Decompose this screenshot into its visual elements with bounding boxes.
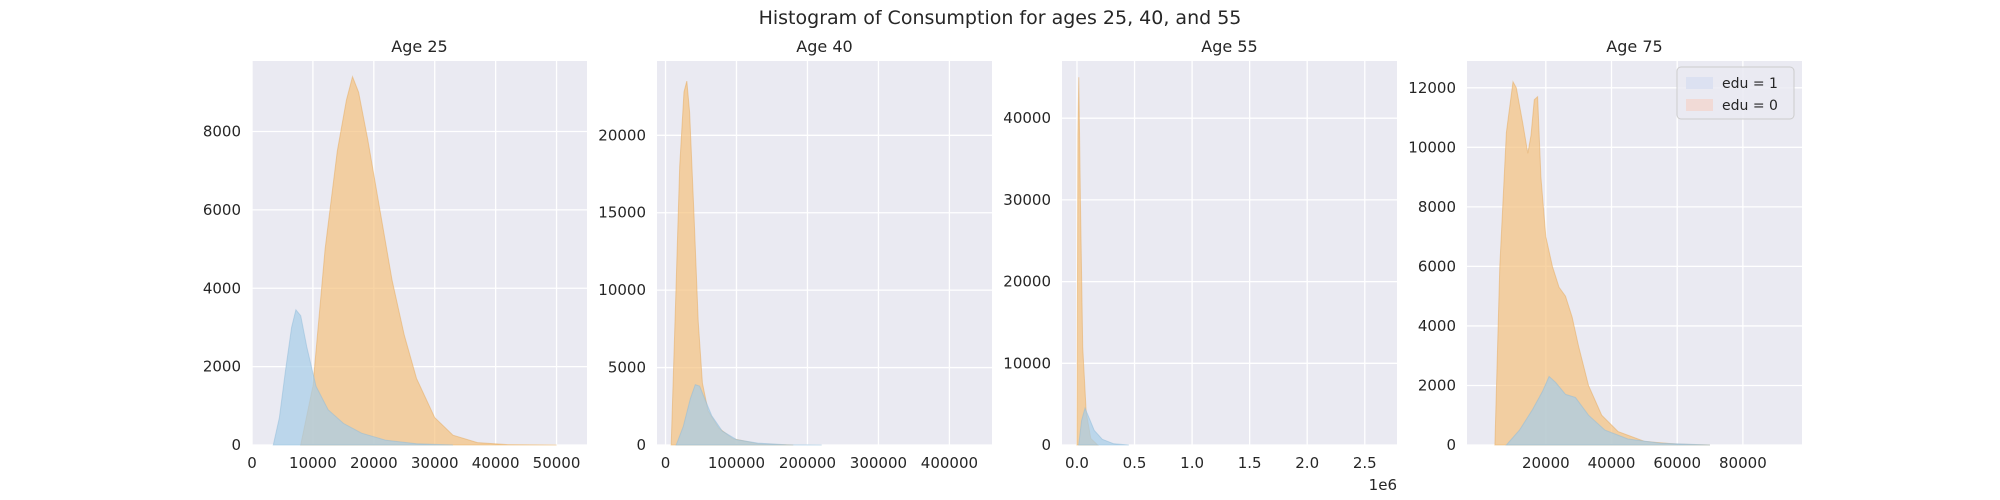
x-tick-label: 1.0 bbox=[1180, 454, 1204, 472]
y-tick-label: 8000 bbox=[1418, 198, 1456, 216]
subplot-4: Age 75 20000 40000 60000 80000 0 2000 4000 6000 8… bbox=[1408, 37, 1802, 472]
subplot-3: Age 55 0.0 0.5 1.0 1.5 2.0 2.5 0 10000 20000 30000… bbox=[1003, 37, 1397, 494]
x-tick-label: 0 bbox=[661, 454, 671, 472]
y-tick-label: 6000 bbox=[203, 201, 241, 219]
x-tick-label: 30000 bbox=[411, 454, 459, 472]
subplot-title: Age 55 bbox=[1201, 37, 1257, 56]
x-tick-label: 40000 bbox=[1588, 454, 1636, 472]
x-tick-label: 20000 bbox=[1522, 454, 1570, 472]
subplot-title: Age 40 bbox=[796, 37, 852, 56]
histogram-edu-1 bbox=[1505, 375, 1711, 446]
y-tick-label: 2000 bbox=[203, 358, 241, 376]
subplot-title: Age 75 bbox=[1606, 37, 1662, 56]
y-tick-label: 40000 bbox=[1003, 109, 1051, 127]
x-tick-label: 50000 bbox=[533, 454, 581, 472]
y-tick-label: 10000 bbox=[598, 281, 646, 299]
histogram-edu-1 bbox=[1078, 406, 1129, 446]
y-tick-label: 2000 bbox=[1418, 376, 1456, 394]
x-tick-label: 10000 bbox=[289, 454, 337, 472]
legend-label: edu = 1 bbox=[1722, 76, 1778, 92]
subplots: Age 250 10000 20000 30000 40000 5000002000400… bbox=[203, 37, 1802, 494]
subplot-title: Age 25 bbox=[391, 37, 447, 56]
y-tick-label: 15000 bbox=[598, 204, 646, 222]
y-tick-label: 20000 bbox=[1003, 273, 1051, 291]
x-tick-label: 2.0 bbox=[1295, 454, 1319, 472]
plot-area bbox=[657, 61, 992, 445]
y-tick-label: 8000 bbox=[203, 123, 241, 141]
y-tick-label: 4000 bbox=[1418, 317, 1456, 335]
y-tick-label: 0 bbox=[231, 436, 241, 454]
plot-area bbox=[1062, 61, 1397, 445]
legend-swatch bbox=[1686, 99, 1713, 111]
x-tick-label: 60000 bbox=[1653, 454, 1701, 472]
y-tick-label: 0 bbox=[636, 436, 646, 454]
figure-title: Histogram of Consumption for ages 25, 40… bbox=[759, 7, 1242, 29]
x-tick-label: 100000 bbox=[708, 454, 765, 472]
y-tick-label: 12000 bbox=[1408, 79, 1456, 97]
subplot-2: Age 40 0 100000 200000 300000 400000 0 5000 1000… bbox=[598, 37, 992, 472]
legend: edu = 1 edu = 0 bbox=[1676, 66, 1795, 120]
x-tick-label: 0 bbox=[247, 454, 257, 472]
y-tick-label: 5000 bbox=[608, 359, 646, 377]
x-tick-label: 20000 bbox=[350, 454, 398, 472]
x-tick-label: 300000 bbox=[850, 454, 907, 472]
histogram-edu-0 bbox=[1494, 80, 1711, 446]
y-tick-label: 30000 bbox=[1003, 191, 1051, 209]
x-tick-label: 400000 bbox=[921, 454, 978, 472]
legend-label: edu = 0 bbox=[1722, 98, 1778, 114]
y-tick-label: 0 bbox=[1041, 436, 1051, 454]
y-tick-label: 20000 bbox=[598, 126, 646, 144]
histogram-edu-0 bbox=[300, 75, 557, 446]
x-tick-label: 80000 bbox=[1719, 454, 1767, 472]
x-tick-label: 1.5 bbox=[1238, 454, 1262, 472]
x-tick-label: 0.0 bbox=[1065, 454, 1089, 472]
x-tick-label: 200000 bbox=[779, 454, 836, 472]
histogram-edu-1 bbox=[675, 383, 822, 446]
x-tick-label: 0.5 bbox=[1123, 454, 1147, 472]
y-tick-label: 6000 bbox=[1418, 257, 1456, 275]
legend-swatch bbox=[1686, 77, 1713, 89]
y-tick-label: 10000 bbox=[1003, 354, 1051, 372]
histogram-edu-1 bbox=[272, 308, 454, 446]
x-tick-label: 40000 bbox=[472, 454, 520, 472]
y-tick-label: 4000 bbox=[203, 279, 241, 297]
x-offset-label: 1e6 bbox=[1369, 476, 1397, 494]
x-tick-label: 2.5 bbox=[1353, 454, 1377, 472]
y-tick-label: 10000 bbox=[1408, 138, 1456, 156]
subplot-1: Age 25 0 10000 20000 30000 40000 50000 0 2000 400… bbox=[203, 37, 587, 472]
y-tick-label: 0 bbox=[1446, 436, 1456, 454]
